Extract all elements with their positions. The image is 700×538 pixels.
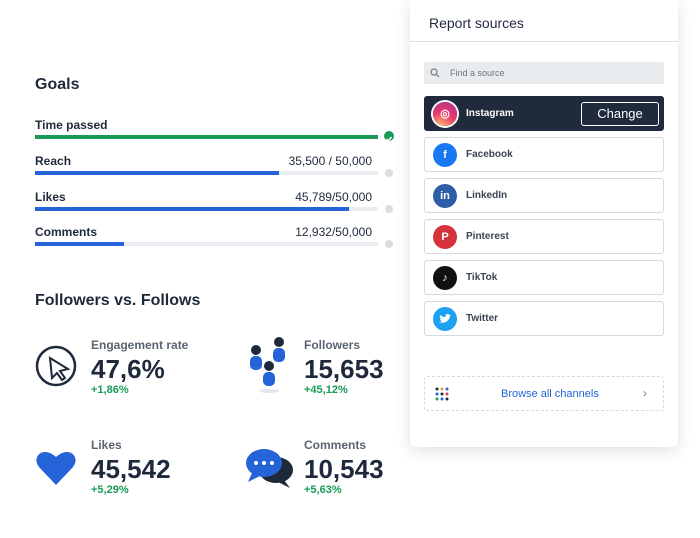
goal-value: 35,500 / 50,000 xyxy=(288,154,372,168)
goal-label: Time passed xyxy=(35,118,108,132)
check-mark xyxy=(385,136,393,143)
source-name: LinkedIn xyxy=(466,190,508,201)
source-icon xyxy=(433,307,457,331)
stat-label: Followers xyxy=(304,338,361,352)
source-icon: ♪ xyxy=(433,266,457,290)
status-dot xyxy=(385,169,393,177)
source-item[interactable]: f Facebook xyxy=(424,137,664,172)
source-item[interactable]: Twitter xyxy=(424,301,664,336)
goal-bar xyxy=(35,171,279,175)
source-name: Twitter xyxy=(466,313,499,324)
status-dot xyxy=(385,240,393,248)
goal-value: 45,789/50,000 xyxy=(295,190,372,204)
stat-change: +45,12% xyxy=(304,384,348,396)
stat-label: Comments xyxy=(304,438,367,452)
people-icon xyxy=(250,337,285,393)
change-button[interactable]: Change xyxy=(581,102,659,126)
source-name: Facebook xyxy=(466,149,513,160)
goal-bar xyxy=(35,207,350,211)
separator xyxy=(410,41,678,42)
goal-track xyxy=(35,242,378,246)
stat-label: Likes xyxy=(91,438,122,452)
source-item[interactable]: ◎ Instagram Change xyxy=(424,96,664,131)
check-icon xyxy=(384,131,394,143)
goal-label: Reach xyxy=(35,154,72,168)
stat-change: +1,86% xyxy=(91,384,129,396)
goal-value: 12,932/50,000 xyxy=(295,225,372,239)
status-dot xyxy=(385,205,393,213)
stat-label: Engagement rate xyxy=(91,338,189,352)
chevron: › xyxy=(643,386,647,400)
heart-icon xyxy=(36,451,76,485)
stat-change: +5,63% xyxy=(304,484,342,496)
followers-title: Followers vs. Follows xyxy=(35,292,201,309)
source-icon: in xyxy=(433,184,457,208)
source-icon: P xyxy=(433,225,457,249)
browse-label: Browse all channels xyxy=(501,388,599,400)
source-name: Pinterest xyxy=(466,231,509,242)
source-item[interactable]: P Pinterest xyxy=(424,219,664,254)
stat-value: 45,542 xyxy=(91,454,171,484)
goal-bar xyxy=(35,242,124,246)
source-item[interactable]: in LinkedIn xyxy=(424,178,664,213)
source-icon: f xyxy=(433,143,457,167)
goals-title: Goals xyxy=(35,76,80,93)
twitter-glyph xyxy=(439,313,451,323)
search-placeholder: Find a source xyxy=(450,68,505,78)
stat-value: 47,6% xyxy=(91,354,165,384)
grid-icon xyxy=(435,387,449,401)
card-title: Report sources xyxy=(429,15,524,31)
source-icon: ◎ xyxy=(433,102,457,126)
source-item[interactable]: ♪ TikTok xyxy=(424,260,664,295)
browse-channels[interactable]: Browse all channels › xyxy=(424,376,664,411)
stat-change: +5,29% xyxy=(91,484,129,496)
source-name: TikTok xyxy=(466,272,498,283)
search-icon xyxy=(430,68,440,78)
goal-bar-complete xyxy=(35,135,378,139)
stat-value: 15,653 xyxy=(304,354,384,384)
source-name: Instagram xyxy=(466,108,514,119)
cursor-icon xyxy=(35,345,77,387)
search-box[interactable]: Find a source xyxy=(424,62,664,84)
goal-label: Likes xyxy=(35,190,66,204)
goal-label: Comments xyxy=(35,225,98,239)
stat-value: 10,543 xyxy=(304,454,384,484)
chat-icon xyxy=(246,449,293,488)
